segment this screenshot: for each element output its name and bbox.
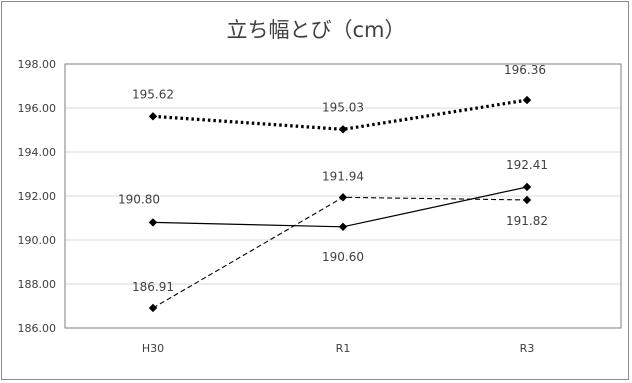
data-point xyxy=(522,182,532,192)
x-tick-label: R1 xyxy=(336,342,351,355)
data-point xyxy=(148,303,158,313)
data-label: 191.82 xyxy=(506,214,548,228)
data-label: 195.03 xyxy=(322,100,364,114)
y-tick-label: 192.00 xyxy=(18,190,57,203)
data-label: 196.36 xyxy=(504,63,546,77)
data-point xyxy=(148,218,158,227)
data-label: 190.60 xyxy=(322,250,364,264)
data-label: 195.62 xyxy=(132,87,174,101)
data-point xyxy=(338,193,348,202)
data-point xyxy=(338,125,348,134)
y-tick-label: 196.00 xyxy=(18,102,57,115)
y-tick-label: 198.00 xyxy=(18,58,57,71)
series-line-2 xyxy=(152,186,528,228)
data-labels: 195.62 195.03 196.36 190.80 190.60 192.41 186.… xyxy=(118,63,548,294)
plot-area-border xyxy=(64,63,622,329)
series-group xyxy=(148,95,532,313)
x-tick-label: H30 xyxy=(142,342,164,355)
data-point xyxy=(522,95,532,105)
y-tick-labels: 198.00 196.00 194.00 192.00 190.00 188.00 186.… xyxy=(18,58,57,335)
data-point xyxy=(148,112,158,121)
chart-title: 立ち幅とび（cm） xyxy=(226,18,406,42)
data-point xyxy=(522,195,532,205)
data-label: 191.94 xyxy=(322,169,364,183)
data-point xyxy=(338,222,348,231)
y-tick-label: 194.00 xyxy=(18,146,57,159)
y-tick-label: 188.00 xyxy=(18,278,57,291)
x-tick-labels: H30 R1 R3 xyxy=(142,342,534,355)
data-label: 192.41 xyxy=(506,158,548,172)
y-tick-label: 186.00 xyxy=(18,322,57,335)
data-label: 186.91 xyxy=(132,280,174,294)
data-label: 190.80 xyxy=(118,192,160,206)
x-tick-label: R3 xyxy=(520,342,535,355)
series-line-1 xyxy=(152,98,528,131)
y-tick-label: 190.00 xyxy=(18,234,57,247)
axes xyxy=(64,63,622,329)
